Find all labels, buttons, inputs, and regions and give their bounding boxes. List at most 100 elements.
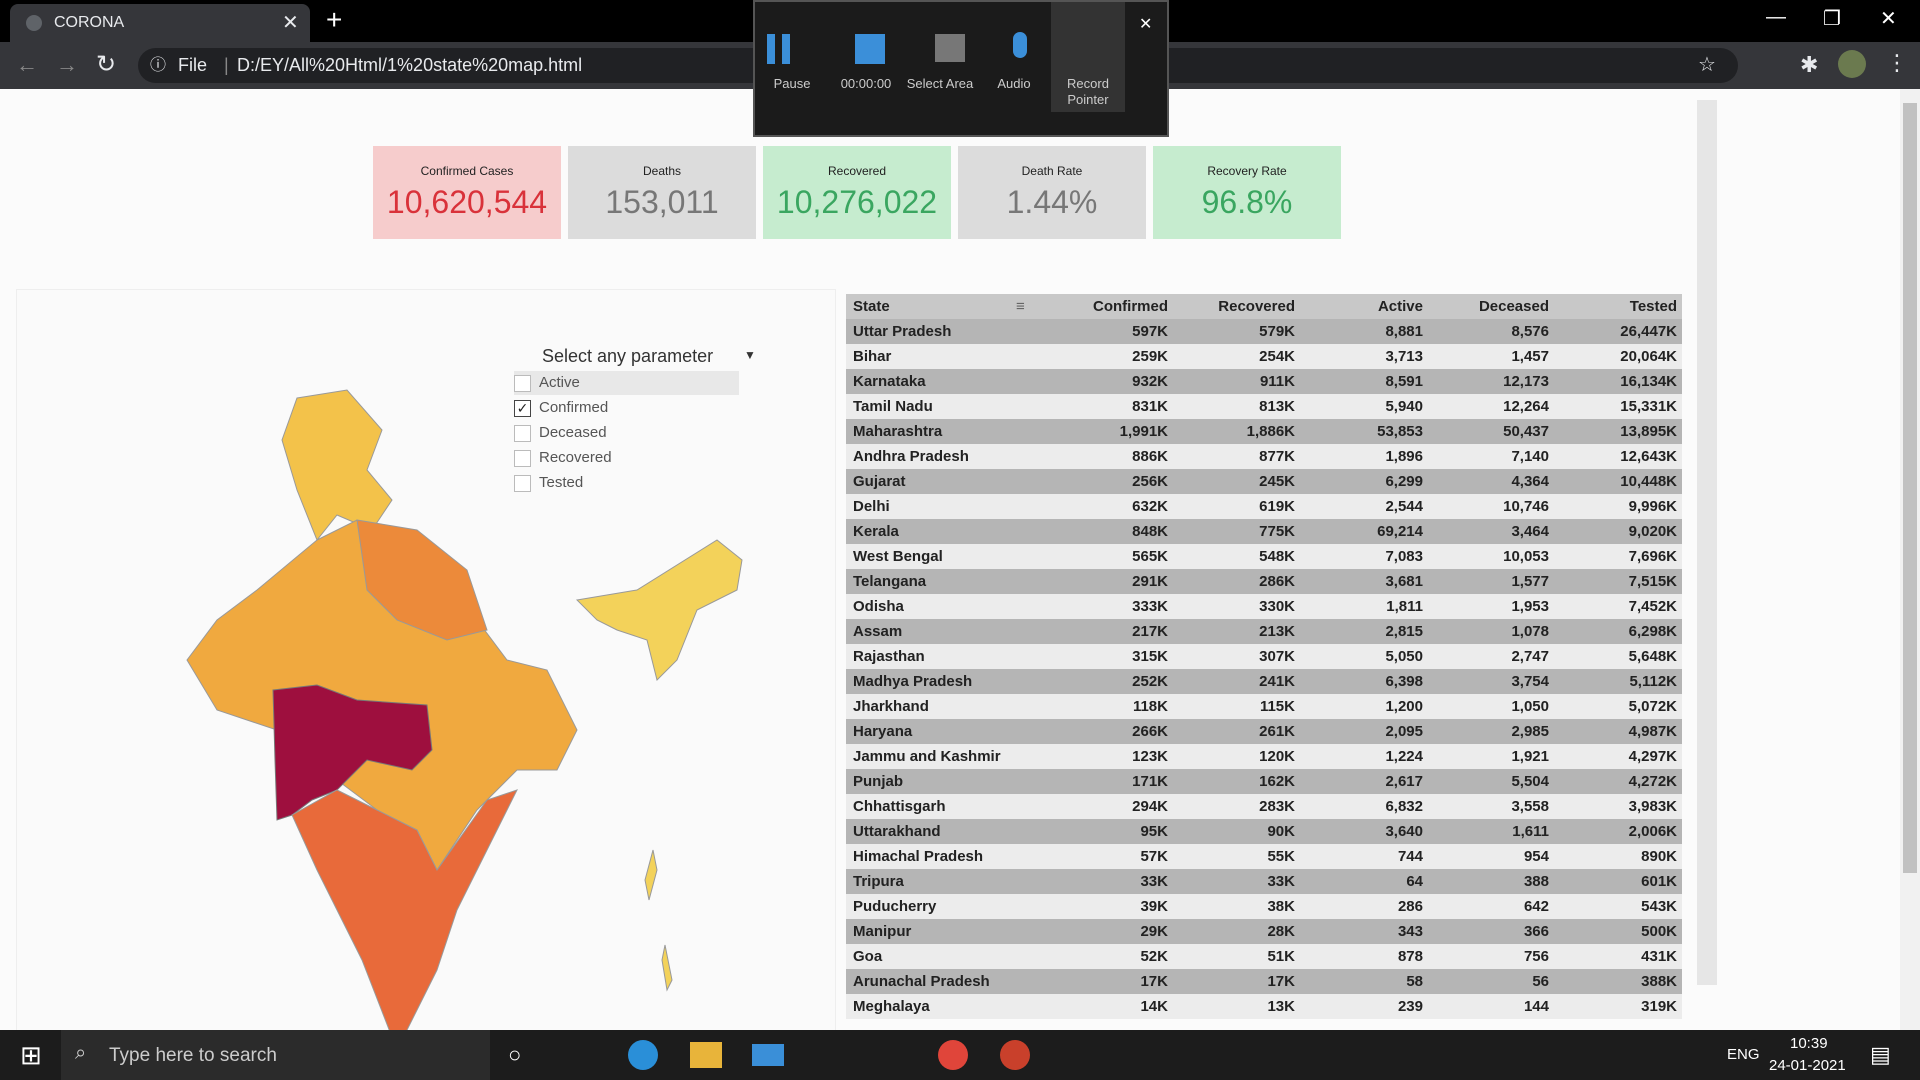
table-row[interactable]: Arunachal Pradesh 17K 17K 58 56 388K	[846, 969, 1682, 994]
table-row[interactable]: Puducherry 39K 38K 286 642 543K	[846, 894, 1682, 919]
column-header[interactable]: State	[853, 298, 890, 315]
table-cell: 95K	[1140, 823, 1168, 840]
edge[interactable]	[628, 1040, 658, 1070]
tab[interactable]: CORONA ✕	[10, 4, 310, 42]
column-header[interactable]: Deceased	[1478, 298, 1549, 315]
scroll-thumb[interactable]	[1903, 103, 1917, 873]
kpi-card: Confirmed Cases 10,620,544	[373, 146, 561, 239]
recorder-close[interactable]: ✕	[1139, 16, 1153, 33]
kpi-label: Deaths	[642, 164, 682, 178]
parameter-option[interactable]: Deceased	[514, 421, 739, 445]
scrollbar[interactable]	[1900, 89, 1920, 1030]
recorder-button[interactable]: Select Area	[903, 2, 977, 112]
bookmark[interactable]: ☆	[1698, 54, 1716, 76]
search-box[interactable]: ⌕ Type here to search	[61, 1030, 490, 1080]
table-cell: 17K	[1267, 973, 1295, 990]
table-row[interactable]: Telangana 291K 286K 3,681 1,577 7,515K	[846, 569, 1682, 594]
restore[interactable]: ❐	[1823, 8, 1841, 30]
language[interactable]: ENG	[1727, 1046, 1760, 1063]
table-cell: 548K	[1259, 548, 1295, 565]
table-cell: 878	[1397, 948, 1423, 965]
column-header[interactable]: Tested	[1629, 298, 1677, 315]
table-row[interactable]: Meghalaya 14K 13K 239 144 319K	[846, 994, 1682, 1019]
notifications[interactable]: ▤	[1870, 1042, 1891, 1067]
parameter-option[interactable]: Active	[514, 371, 739, 395]
table-row[interactable]: Haryana 266K 261K 2,095 2,985 4,987K	[846, 719, 1682, 744]
table-row[interactable]: Kerala 848K 775K 69,214 3,464 9,020K	[846, 519, 1682, 544]
chrome[interactable]	[938, 1040, 968, 1070]
table-row[interactable]: Punjab 171K 162K 2,617 5,504 4,272K	[846, 769, 1682, 794]
table-row[interactable]: Karnataka 932K 911K 8,591 12,173 16,134K	[846, 369, 1682, 394]
table-row[interactable]: Gujarat 256K 245K 6,299 4,364 10,448K	[846, 469, 1682, 494]
dropdown-arrow[interactable]: ▼	[744, 348, 756, 362]
extensions[interactable]: ✱	[1800, 52, 1819, 77]
forward[interactable]: →	[56, 52, 78, 77]
table-cell: 7,515K	[1628, 573, 1677, 590]
new-tab[interactable]: +	[326, 4, 343, 35]
table-row[interactable]: Jammu and Kashmir 123K 120K 1,224 1,921 4,297…	[846, 744, 1682, 769]
back[interactable]: ←	[16, 52, 38, 77]
column-header[interactable]: Recovered	[1218, 298, 1295, 315]
recorder-button[interactable]: Audio	[977, 2, 1051, 112]
table-cell: 890K	[1641, 848, 1677, 865]
recorder-button[interactable]: Record Pointer	[1051, 2, 1125, 112]
table-row[interactable]: Rajasthan 315K 307K 5,050 2,747 5,648K	[846, 644, 1682, 669]
table-row[interactable]: Uttar Pradesh 597K 579K 8,881 8,576 26,447K	[846, 319, 1682, 344]
close-window[interactable]: ✕	[1880, 8, 1897, 30]
table-cell: 26,447K	[1620, 323, 1677, 340]
table-cell: 5,940	[1385, 398, 1423, 415]
checkbox[interactable]	[514, 425, 531, 442]
table-row[interactable]: Madhya Pradesh 252K 241K 6,398 3,754 5,112K	[846, 669, 1682, 694]
table-row[interactable]: Odisha 333K 330K 1,811 1,953 7,452K	[846, 594, 1682, 619]
table-row[interactable]: Maharashtra 1,991K 1,886K 53,853 50,437 13,89…	[846, 419, 1682, 444]
recorder-button[interactable]: Pause	[755, 2, 829, 112]
reload[interactable]: ↻	[96, 51, 117, 78]
checkbox[interactable]	[514, 475, 531, 492]
table-cell: 9,996K	[1628, 498, 1677, 515]
table-cell: Jammu and Kashmir	[853, 748, 1001, 765]
checkbox[interactable]	[514, 450, 531, 467]
table-row[interactable]: Delhi 632K 619K 2,544 10,746 9,996K	[846, 494, 1682, 519]
recorder-button-label: Select Area	[906, 76, 974, 91]
parameter-option[interactable]: ✓ Confirmed	[514, 396, 739, 420]
table-cell: 3,640	[1385, 823, 1423, 840]
table-cell: 1,611	[1512, 823, 1549, 840]
table-cell: 261K	[1259, 723, 1295, 740]
table-cell: 1,577	[1511, 573, 1549, 590]
table-row[interactable]: Assam 217K 213K 2,815 1,078 6,298K	[846, 619, 1682, 644]
table-row[interactable]: Tripura 33K 33K 64 388 601K	[846, 869, 1682, 894]
close-tab[interactable]: ✕	[282, 12, 299, 34]
menu[interactable]: ⋮	[1886, 50, 1908, 75]
table-cell: 13,895K	[1620, 423, 1677, 440]
table-row[interactable]: Goa 52K 51K 878 756 431K	[846, 944, 1682, 969]
cortana[interactable]: ○	[508, 1042, 522, 1067]
sort-icon[interactable]: ≡	[1016, 298, 1025, 315]
column-header[interactable]: Confirmed	[1093, 298, 1168, 315]
recorder-button[interactable]: 00:00:00	[829, 2, 903, 112]
table-cell: 5,504	[1511, 773, 1549, 790]
table-cell: 330K	[1259, 598, 1295, 615]
table-row[interactable]: Chhattisgarh 294K 283K 6,832 3,558 3,983K	[846, 794, 1682, 819]
table-cell: 744	[1397, 848, 1423, 865]
table-row[interactable]: Himachal Pradesh 57K 55K 744 954 890K	[846, 844, 1682, 869]
table-row[interactable]: West Bengal 565K 548K 7,083 10,053 7,696K	[846, 544, 1682, 569]
checkbox[interactable]	[514, 375, 531, 392]
minimize[interactable]: —	[1766, 6, 1786, 28]
table-row[interactable]: Uttarakhand 95K 90K 3,640 1,611 2,006K	[846, 819, 1682, 844]
profile[interactable]	[1838, 50, 1866, 78]
checkbox[interactable]: ✓	[514, 400, 531, 417]
table-row[interactable]: Manipur 29K 28K 343 366 500K	[846, 919, 1682, 944]
table-row[interactable]: Tamil Nadu 831K 813K 5,940 12,264 15,331K	[846, 394, 1682, 419]
table-cell: 33K	[1267, 873, 1295, 890]
explorer[interactable]	[690, 1042, 722, 1068]
table-cell: 9,020K	[1628, 523, 1677, 540]
parameter-option[interactable]: Recovered	[514, 446, 739, 470]
column-header[interactable]: Active	[1377, 298, 1423, 315]
powerpoint[interactable]	[1000, 1040, 1030, 1070]
start[interactable]: ⊞	[20, 1040, 42, 1070]
mail[interactable]	[752, 1044, 784, 1066]
table-row[interactable]: Andhra Pradesh 886K 877K 1,896 7,140 12,643K	[846, 444, 1682, 469]
parameter-option[interactable]: Tested	[514, 471, 739, 495]
table-row[interactable]: Bihar 259K 254K 3,713 1,457 20,064K	[846, 344, 1682, 369]
table-row[interactable]: Jharkhand 118K 115K 1,200 1,050 5,072K	[846, 694, 1682, 719]
